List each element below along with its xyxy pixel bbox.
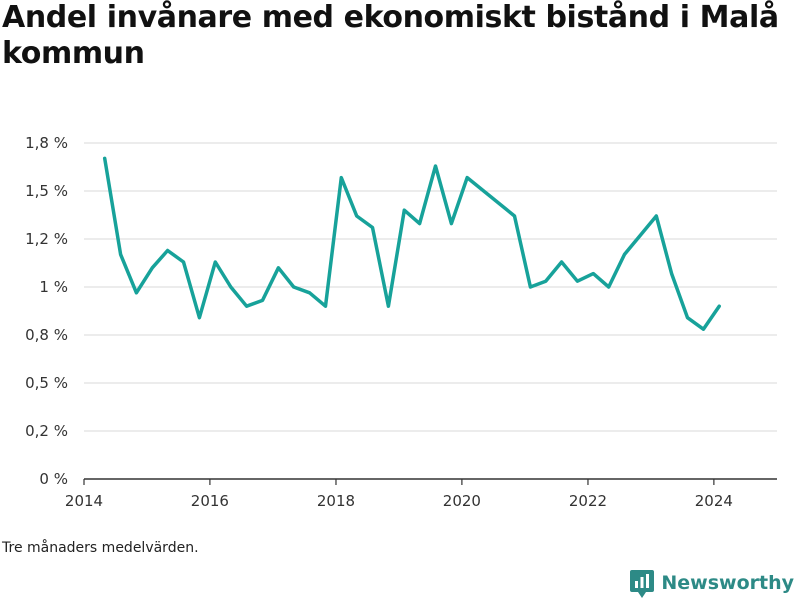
y-tick-label: 0,8 %: [25, 326, 68, 344]
x-tick-label: 2016: [191, 492, 229, 510]
y-axis-tick-labels: 0 % 0,2 % 0,5 % 0,8 % 1 % 1,2 % 1,5 % 1,8 %: [25, 134, 68, 488]
brand-logo[interactable]: Newsworthy: [630, 568, 794, 598]
x-tick-label: 2014: [65, 492, 103, 510]
line-chart: 0 % 0,2 % 0,5 % 0,8 % 1 % 1,2 % 1,5 % 1,8 % 201…: [25, 134, 777, 510]
chart-title: Andel invånare med ekonomiskt bistånd i …: [2, 0, 779, 71]
x-tick-label: 2018: [317, 492, 355, 510]
x-tick-label: 2024: [695, 492, 733, 510]
y-tick-label: 0 %: [39, 470, 68, 488]
newsworthy-logo-icon: [630, 570, 655, 598]
x-tick-label: 2020: [443, 492, 481, 510]
y-tick-label: 1 %: [39, 278, 68, 296]
y-tick-label: 0,5 %: [25, 374, 68, 392]
y-tick-label: 1,5 %: [25, 182, 68, 200]
y-tick-label: 1,8 %: [25, 134, 68, 152]
series-line: [102, 156, 721, 331]
x-tick-label: 2022: [569, 492, 607, 510]
gridlines: [84, 142, 777, 432]
chart-note: Tre månaders medelvärden.: [2, 540, 199, 556]
y-tick-label: 1,2 %: [25, 230, 68, 248]
x-axis: 2014 2016 2018 2020 2022 2024: [65, 478, 777, 510]
y-tick-label: 0,2 %: [25, 422, 68, 440]
brand-name: Newsworthy: [661, 572, 794, 594]
data-series: [102, 156, 721, 331]
